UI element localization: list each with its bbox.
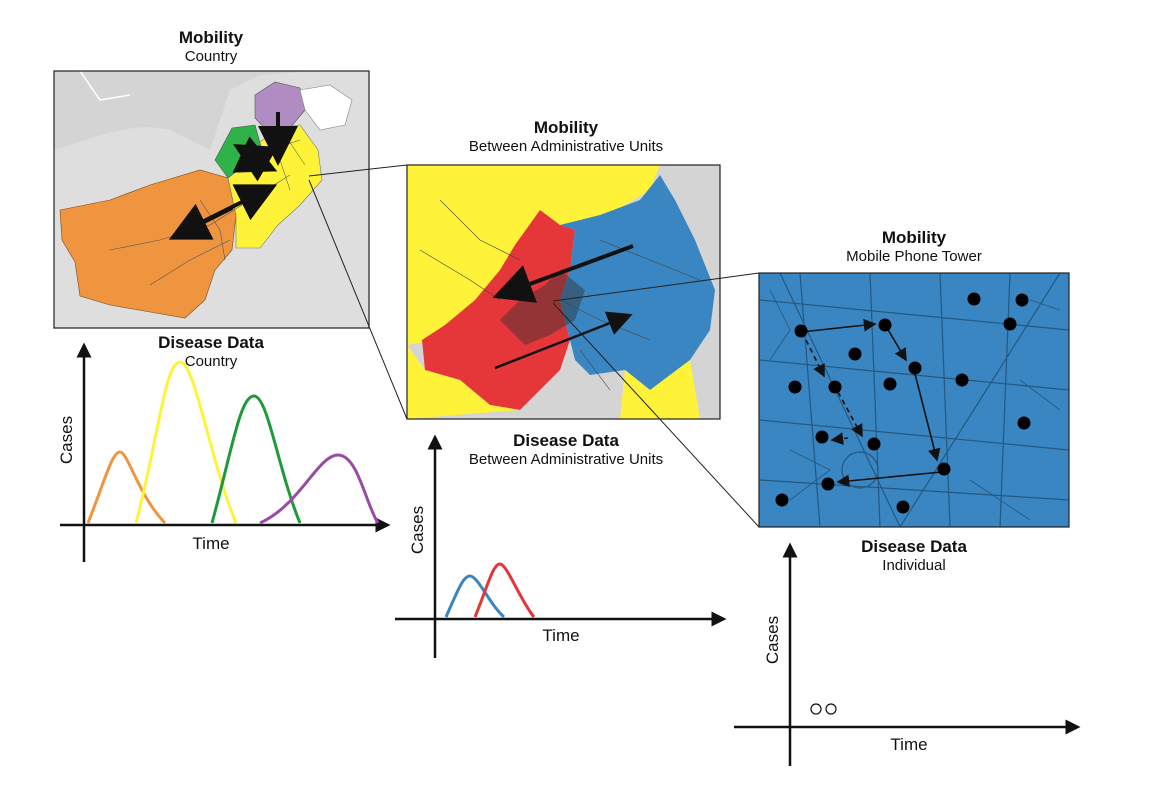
individual-y-label: Cases (763, 616, 782, 664)
arrow-icon (800, 318, 877, 333)
tower-dot-icon (1003, 317, 1017, 331)
individual-disease-title: Disease Data (861, 537, 967, 556)
tower-dot-icon (848, 347, 862, 361)
tower-dot-icon (1017, 416, 1031, 430)
arrow-icon (886, 327, 907, 362)
tower-mobility-title: Mobility (881, 228, 947, 247)
admin-disease-label: Disease Data Between Administrative Unit… (469, 431, 663, 469)
red-region (422, 210, 575, 410)
admin-y-label: Cases (408, 506, 427, 554)
country-x-label: Time (192, 534, 229, 553)
country-mobility-title: Mobility (178, 28, 244, 47)
individual-x-label: Time (890, 735, 927, 754)
tower-dot-icon (967, 292, 981, 306)
green-curve (210, 394, 302, 524)
admin-mobility-title: Mobility (533, 118, 599, 137)
tower-dot-icon (821, 477, 835, 491)
red-curve (473, 562, 536, 618)
tower-dot-icon (867, 437, 881, 451)
open-circle-icon (810, 703, 822, 715)
tower-dot-icon (788, 380, 802, 394)
arrow-icon (494, 311, 633, 370)
admin-x-label: Time (542, 626, 579, 645)
tower-mobility-sub: Mobile Phone Tower (846, 248, 982, 265)
tower-dot-icon (815, 430, 829, 444)
arrow-icon (830, 432, 849, 445)
orange-curve (86, 450, 167, 525)
admin-mobility-label: Mobility Between Administrative Units (469, 118, 663, 156)
tower-dot-icon (794, 324, 808, 338)
country-map (54, 71, 369, 328)
arrow-icon (805, 339, 825, 378)
tower-dot-icon (1015, 293, 1029, 307)
individual-disease-chart (734, 542, 1081, 766)
tower-dot-icon (775, 493, 789, 507)
country-disease-label: Disease Data Country (158, 333, 264, 371)
tower-dot-icon (883, 377, 897, 391)
arrow-icon (232, 136, 278, 173)
country-mobility-sub: Country (184, 48, 238, 65)
country-disease-title: Disease Data (158, 333, 264, 352)
arrow-icon (189, 184, 278, 230)
country-disease-sub: Country (184, 353, 238, 370)
yellow-curve (134, 360, 238, 524)
tower-dots (775, 292, 1031, 514)
individual-disease-label: Disease Data Individual (861, 537, 967, 575)
tower-dot-icon (937, 462, 951, 476)
admin-disease-sub: Between Administrative Units (468, 451, 664, 468)
arrow-icon (492, 244, 634, 303)
tower-map (759, 273, 1069, 527)
country-mobility-label: Mobility Country (179, 28, 243, 66)
purple-region (254, 81, 306, 133)
arrow-icon (836, 471, 943, 488)
individual-disease-sub: Individual (882, 557, 946, 574)
admin-disease-title: Disease Data (513, 431, 619, 450)
open-circle-icon (825, 703, 837, 715)
tower-dot-icon (878, 318, 892, 332)
blue-curve (444, 574, 506, 619)
tower-dot-icon (955, 373, 969, 387)
tower-dot-icon (908, 361, 922, 375)
admin-mobility-sub: Between Administrative Units (468, 138, 664, 155)
purple-curve (259, 453, 380, 525)
tower-dot-icon (896, 500, 910, 514)
tower-dot-icon (828, 380, 842, 394)
arrow-icon (913, 369, 941, 462)
country-y-label: Cases (57, 416, 76, 464)
country-disease-chart (60, 342, 391, 562)
admin-disease-chart (395, 434, 727, 658)
admin-map (407, 165, 720, 419)
tower-mobility-label: Mobility Mobile Phone Tower (846, 228, 982, 266)
blue-region (560, 175, 715, 390)
